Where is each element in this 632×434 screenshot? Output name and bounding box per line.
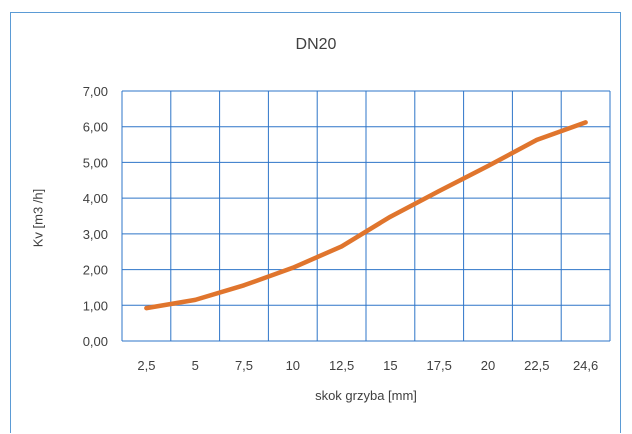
x-tick-label: 7,5: [235, 358, 253, 373]
x-tick-label: 20: [481, 358, 495, 373]
y-tick-label: 3,00: [83, 227, 108, 242]
data-point: [290, 265, 295, 270]
data-point: [388, 214, 393, 219]
data-point: [486, 164, 490, 168]
data-point: [193, 297, 198, 302]
data-point: [437, 189, 442, 193]
data-point: [534, 137, 539, 142]
data-point: [583, 120, 588, 125]
y-tick-label: 1,00: [83, 298, 108, 313]
x-tick-label: 17,5: [427, 358, 452, 373]
x-axis-title: skok grzyba [mm]: [315, 388, 417, 403]
series-line: [144, 120, 588, 311]
y-tick-label: 7,00: [83, 84, 108, 99]
x-tick-label: 22,5: [524, 358, 549, 373]
data-point: [242, 283, 246, 288]
data-point: [339, 244, 344, 249]
chart-title: DN20: [295, 36, 337, 53]
chart-frame: [10, 12, 621, 433]
y-tick-label: 0,00: [83, 334, 108, 349]
x-tick-label: 24,6: [573, 358, 598, 373]
y-tick-label: 6,00: [83, 120, 108, 135]
y-tick-label: 4,00: [83, 191, 108, 206]
y-tick-label: 2,00: [83, 263, 108, 278]
x-tick-label: 15: [383, 358, 397, 373]
x-tick-label: 10: [286, 358, 300, 373]
x-tick-label: 2,5: [137, 358, 155, 373]
data-point: [144, 306, 149, 311]
x-tick-label: 12,5: [329, 358, 354, 373]
x-tick-label: 5: [192, 358, 199, 373]
y-tick-label: 5,00: [83, 155, 108, 170]
